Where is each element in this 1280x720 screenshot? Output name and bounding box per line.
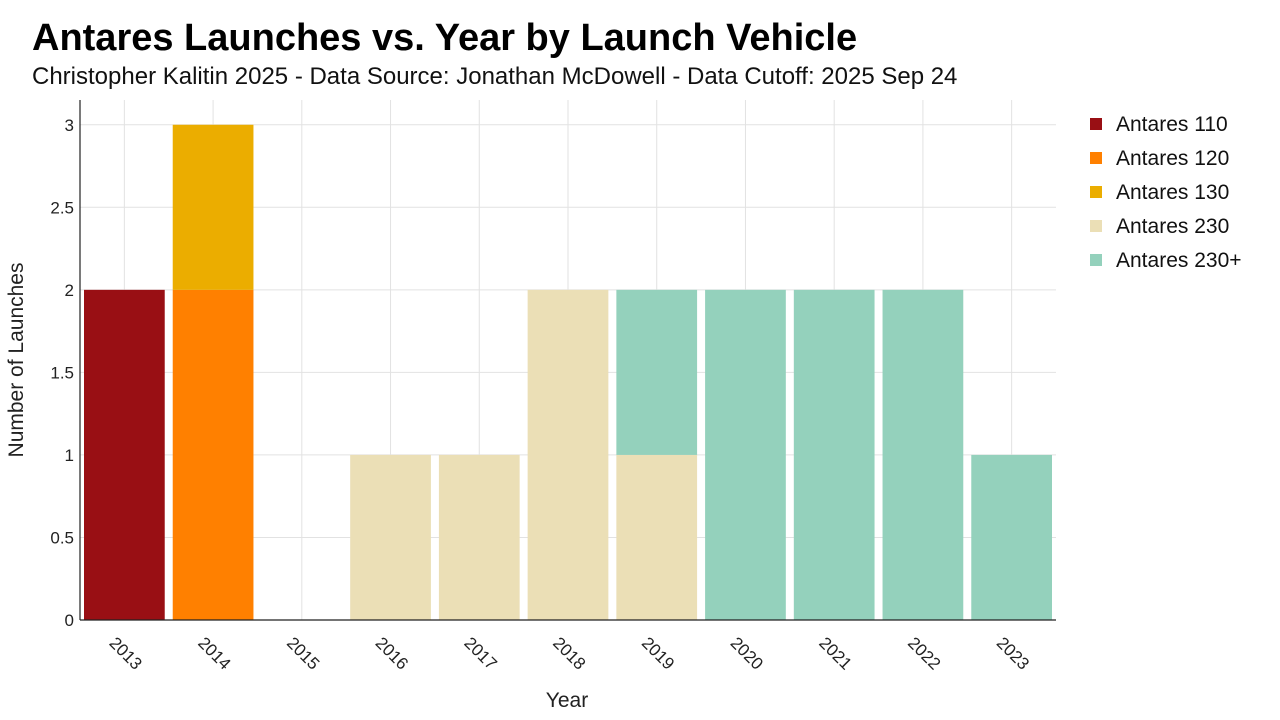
x-tick-label: 2023 [993, 633, 1033, 673]
y-tick-labels: 0 0.5 1 1.5 2 2.5 3 [50, 116, 74, 630]
legend-label[interactable]: Antares 110 [1116, 113, 1228, 136]
bar-segment[interactable] [793, 289, 875, 620]
legend-label[interactable]: Antares 230+ [1116, 249, 1242, 272]
bar-segment[interactable] [84, 289, 165, 620]
legend-swatch [1090, 220, 1102, 232]
legend-swatch [1090, 186, 1102, 198]
y-tick-label: 1 [65, 446, 74, 465]
bar-segment[interactable] [438, 454, 520, 620]
legend-label[interactable]: Antares 120 [1116, 147, 1229, 170]
y-tick-label: 2.5 [50, 198, 74, 217]
x-tick-label: 2021 [815, 633, 855, 673]
x-tick-label: 2014 [194, 633, 234, 673]
legend-swatch [1090, 254, 1102, 266]
bar-segment[interactable] [527, 289, 609, 620]
bar-segment[interactable] [616, 454, 698, 620]
bar-segment[interactable] [882, 289, 964, 620]
legend: Antares 110 Antares 120 Antares 130 Antares… [1090, 113, 1242, 272]
bar-segment[interactable] [971, 454, 1052, 620]
y-tick-label: 0.5 [50, 528, 74, 547]
axes [79, 100, 1056, 621]
x-tick-label: 2018 [549, 633, 589, 673]
x-tick-label: 2013 [106, 633, 146, 673]
x-tick-label: 2019 [638, 633, 678, 673]
bar-segment[interactable] [350, 454, 431, 620]
bar-segment[interactable] [616, 289, 698, 455]
y-axis-label: Number of Launches [5, 263, 28, 458]
bar-segment[interactable] [172, 124, 254, 290]
x-tick-label: 2022 [904, 633, 944, 673]
bar-segment[interactable] [172, 289, 254, 620]
legend-swatch [1090, 118, 1102, 130]
x-axis-label: Year [546, 689, 588, 712]
y-tick-label: 1.5 [50, 363, 74, 382]
chart-title: Antares Launches vs. Year by Launch Vehi… [32, 17, 857, 59]
y-tick-label: 2 [65, 281, 74, 300]
x-tick-label: 2016 [372, 633, 412, 673]
x-tick-label: 2015 [283, 633, 323, 673]
y-tick-label: 0 [65, 611, 74, 630]
legend-label[interactable]: Antares 130 [1116, 181, 1229, 204]
x-tick-labels: 2013 2014 2015 2016 2017 2018 2019 2020 2021 2022… [106, 633, 1033, 673]
bars [84, 124, 1052, 620]
legend-label[interactable]: Antares 230 [1116, 215, 1229, 238]
y-tick-label: 3 [65, 116, 74, 135]
chart-subtitle: Christopher Kalitin 2025 - Data Source: … [32, 63, 957, 90]
x-tick-label: 2017 [460, 633, 500, 673]
x-tick-label: 2020 [727, 633, 767, 673]
bar-segment[interactable] [705, 289, 786, 620]
legend-swatch [1090, 152, 1102, 164]
